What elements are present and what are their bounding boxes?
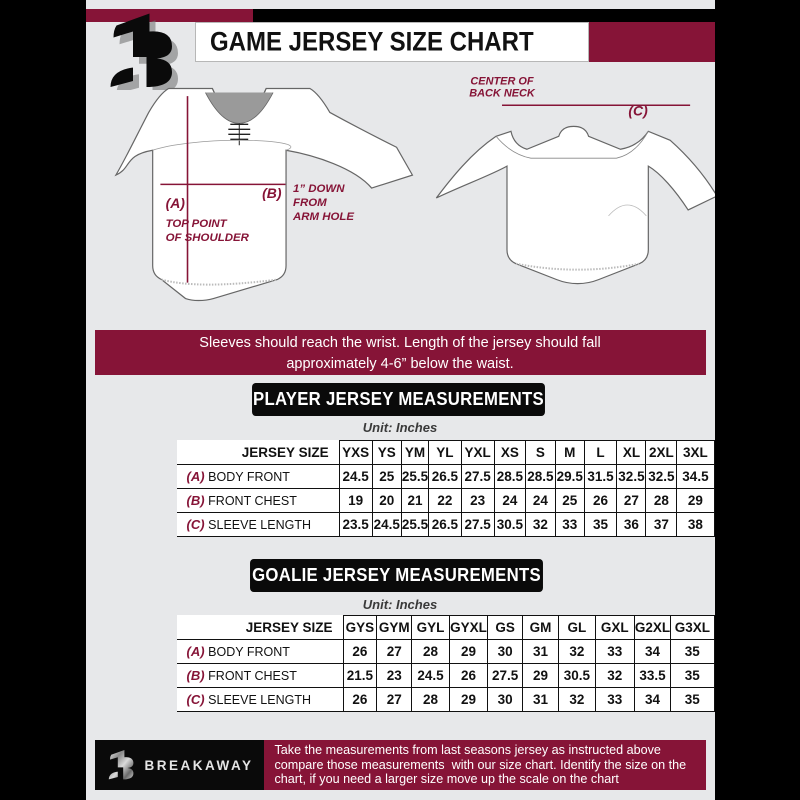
svg-text:ARM HOLE: ARM HOLE [292, 211, 354, 223]
svg-text:FROM: FROM [293, 197, 327, 209]
svg-text:CENTER OF: CENTER OF [470, 76, 534, 88]
svg-text:(A): (A) [165, 195, 185, 211]
svg-text:TOP POINT: TOP POINT [165, 218, 227, 230]
svg-text:1” DOWN: 1” DOWN [293, 183, 345, 195]
svg-text:BACK NECK: BACK NECK [469, 87, 536, 99]
svg-text:(B): (B) [262, 185, 282, 201]
svg-text:OF SHOULDER: OF SHOULDER [165, 232, 249, 244]
svg-text:(C): (C) [628, 102, 648, 118]
